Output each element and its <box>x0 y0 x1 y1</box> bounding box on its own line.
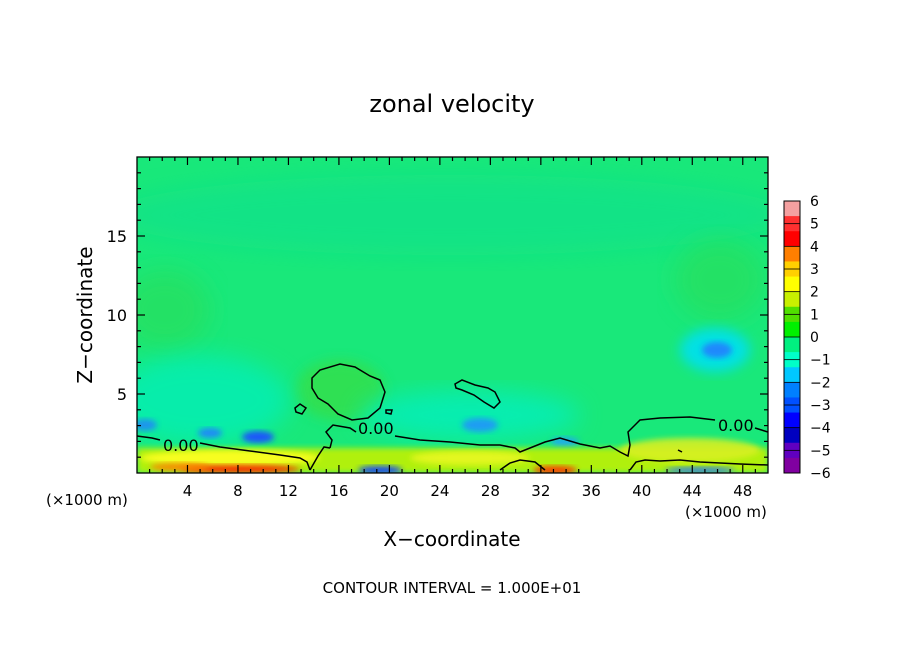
field-blob-green-mid <box>295 360 385 420</box>
colorbar-tick-label: −5 <box>810 443 831 459</box>
field-yellow-right <box>620 438 760 462</box>
axis-ticks <box>137 157 768 473</box>
colorbar-swatch <box>784 201 800 217</box>
colorbar-tick-label: −2 <box>810 375 831 391</box>
zero-contours <box>137 363 768 471</box>
colorbar-swatch <box>784 276 800 293</box>
field-blue-1 <box>242 431 274 443</box>
contour-label-right: 0.00 <box>718 416 754 435</box>
colorbar-tick-label: 6 <box>810 194 819 210</box>
plot-area: 0.00 0.00 0.00 <box>137 157 768 473</box>
field-cyan-mid <box>360 390 580 440</box>
contour-floor-wiggle <box>499 459 546 471</box>
x-tick-label: 4 <box>183 482 193 500</box>
colorbar-tick-label: 2 <box>810 285 819 301</box>
y-axis-label: Z−coordinate <box>73 246 97 383</box>
colorbar-tick-label: 3 <box>810 262 819 278</box>
colorbar-tick-label: 0 <box>810 330 819 346</box>
colorbar: 6 5 4 3 2 1 0 −1 −2 −3 −4 −5 −6 <box>783 194 831 482</box>
contour-bump <box>309 446 331 471</box>
y-tick-label: 5 <box>117 385 127 404</box>
x-tick-label: 36 <box>582 482 601 500</box>
contour-tiny-1 <box>677 449 683 453</box>
contour-small-ring-2 <box>385 409 393 415</box>
contour-right-bottom <box>629 459 768 471</box>
contour-interval-note: CONTOUR INTERVAL = 1.000E+01 <box>323 579 582 597</box>
field-blue-3 <box>137 419 157 431</box>
x-tick-label: 12 <box>279 482 298 500</box>
field-blue-2 <box>198 428 222 438</box>
colorbar-swatch <box>784 291 800 308</box>
x-tick-label: 44 <box>683 482 702 500</box>
field-blue-right <box>702 342 732 358</box>
colorbar-tick-label: −1 <box>810 353 831 369</box>
field-darkblue-1 <box>358 466 402 473</box>
x-tick-label: 32 <box>531 482 550 500</box>
field-upper-band <box>137 175 768 255</box>
contour-mid-lobe <box>311 363 386 421</box>
contour-small-ring-1 <box>294 403 308 415</box>
contour-label-mid: 0.00 <box>358 419 394 438</box>
contour-right-lobe <box>454 379 501 409</box>
x-tick-label: 28 <box>481 482 500 500</box>
field-yellow-mid <box>410 451 530 465</box>
colorbar-swatch <box>784 412 800 429</box>
x-tick-label: 48 <box>733 482 752 500</box>
x-tick-label: 20 <box>380 482 399 500</box>
colorbar-swatch <box>784 246 800 262</box>
contour-label-left: 0.00 <box>163 436 199 455</box>
x-tick-label: 24 <box>430 482 449 500</box>
colorbar-swatch <box>784 321 800 338</box>
y-tick-label: 15 <box>107 227 127 246</box>
x-tick-label: 16 <box>329 482 348 500</box>
field-blob-green-left <box>137 270 210 350</box>
colorbar-swatch <box>784 367 800 383</box>
field-orange-left <box>150 463 210 471</box>
chart-title: zonal velocity <box>369 90 534 118</box>
contour-lower-layer <box>137 416 716 471</box>
x-unit-left: (×1000 m) <box>46 491 128 509</box>
colorbar-tick-label: 1 <box>810 307 819 323</box>
x-tick-label: 40 <box>632 482 651 500</box>
colorbar-tick-label: −4 <box>810 421 831 437</box>
colorbar-tick-label: 4 <box>810 239 819 255</box>
colorbar-tick-label: −3 <box>810 398 831 414</box>
x-unit-right: (×1000 m) <box>685 503 767 521</box>
x-tick-label: 8 <box>233 482 243 500</box>
colorbar-swatch <box>784 382 800 398</box>
colorbar-swatch <box>784 457 800 474</box>
colorbar-swatch <box>784 231 800 247</box>
x-axis-label: X−coordinate <box>383 527 520 551</box>
colorbar-swatch <box>784 427 800 444</box>
colorbar-swatch <box>784 337 800 353</box>
field-blob-green-right <box>675 240 765 320</box>
y-tick-label: 10 <box>107 306 127 325</box>
field-cyan-left <box>137 355 290 445</box>
field-darkblue-2 <box>665 467 735 473</box>
contour-right-tail <box>754 427 768 433</box>
colorbar-tick-label: −6 <box>810 466 831 482</box>
colorbar-tick-label: 5 <box>810 217 819 233</box>
field-blue-4 <box>462 418 498 432</box>
field-blue-5 <box>551 437 579 447</box>
